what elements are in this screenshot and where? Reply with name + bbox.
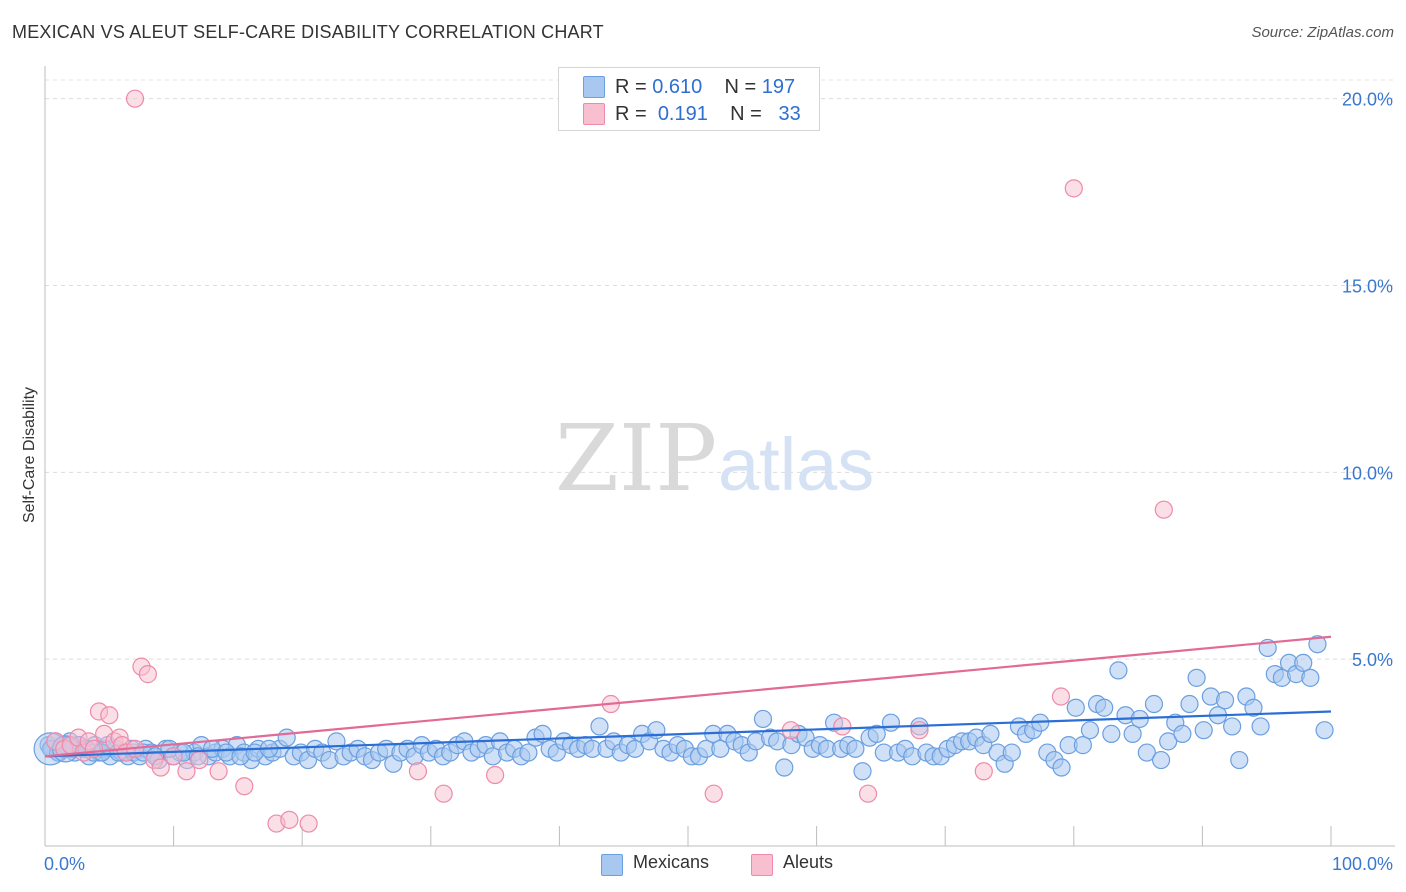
axes [44, 66, 1395, 847]
mexicans-point [1002, 743, 1021, 762]
mexicans-swatch [583, 76, 605, 98]
aleuts-point [910, 721, 929, 740]
r-label: R = [615, 75, 647, 98]
mexicans-legend-label: Mexicans [633, 852, 710, 872]
gridlines [45, 79, 1397, 660]
aleuts-point [1154, 500, 1173, 519]
aleuts-point [151, 758, 170, 777]
mexicans-point [1194, 721, 1213, 740]
mexicans-point [1294, 653, 1313, 673]
aleuts-trend-line [44, 635, 1332, 758]
y-tick-label: 20.0% [1342, 90, 1393, 110]
mexicans-point [1066, 698, 1085, 717]
aleuts-legend-label: Aleuts [783, 852, 834, 872]
n-label: N = [724, 75, 757, 98]
mexicans-point [1173, 724, 1192, 744]
mexicans-point [1187, 668, 1206, 687]
r-value: 0.191 [657, 102, 708, 125]
aleuts-point [209, 762, 228, 781]
mexicans-point [1095, 698, 1114, 717]
aleuts-point [100, 706, 119, 725]
aleuts-point [486, 765, 505, 785]
n-value: 197 [761, 75, 796, 98]
y-tick-label: 10.0% [1342, 463, 1393, 483]
y-tick-label: 15.0% [1342, 277, 1393, 297]
r-label: R = [615, 102, 647, 125]
stats-legend: R = 0.610 N = 197 R = 0.191 N = 33 [558, 67, 820, 131]
mexicans-point [1151, 750, 1171, 770]
mexicans-point [1123, 724, 1142, 744]
mexicans-point [1244, 698, 1263, 717]
mexicans-point [1052, 758, 1071, 777]
mexicans-point [1102, 724, 1121, 744]
y-tick-label: 5.0% [1352, 650, 1393, 670]
mexicans-point [775, 758, 794, 777]
aleuts-point [235, 777, 254, 796]
source-label: Source: ZipAtlas.com [1251, 24, 1394, 41]
aleuts-legend-swatch [751, 854, 773, 876]
mexicans-point [881, 713, 901, 732]
mexicans-point [1109, 661, 1128, 680]
mexicans-point [753, 709, 773, 729]
aleuts-point [164, 747, 183, 766]
aleuts-point [974, 762, 993, 781]
n-value: 33 [778, 102, 801, 125]
mexicans-point [1180, 694, 1199, 714]
watermark-atlas: atlas [718, 423, 874, 506]
aleuts-point [833, 717, 852, 736]
mexicans-point [1159, 732, 1178, 751]
mexicans-point [1215, 691, 1235, 710]
x-tick-label-max: 100.0% [1332, 854, 1393, 874]
aleuts-point [704, 784, 723, 803]
mexicans-point [1230, 750, 1249, 770]
aleuts-point [434, 784, 453, 803]
mexicans-point [981, 724, 1000, 744]
mexicans-point [867, 724, 886, 744]
mexicans-points [33, 635, 1334, 781]
trend-lines [44, 635, 1332, 758]
aleuts-swatch [583, 103, 605, 125]
mexicans-point [625, 739, 645, 758]
x-tick-label-min: 0.0% [44, 854, 85, 874]
mexicans-point [519, 743, 538, 762]
tick-labels: 5.0% 10.0% 15.0% 20.0% 0.0% 100.0% [44, 90, 1393, 874]
mexicans-point [1223, 717, 1242, 736]
mexicans-point [590, 717, 609, 736]
mexicans-point [1308, 635, 1327, 654]
mexicans-point [1301, 668, 1320, 687]
r-value: 0.610 [652, 75, 703, 98]
chart-title: MEXICAN VS ALEUT SELF-CARE DISABILITY CO… [12, 22, 604, 42]
aleuts-point [858, 784, 878, 803]
aleuts-point [138, 665, 157, 684]
aleuts-point [299, 814, 318, 833]
aleuts-point [190, 750, 209, 770]
n-label: N = [730, 102, 762, 125]
watermark-zip: ZIP [555, 405, 717, 512]
mexicans-point [1073, 736, 1092, 755]
aleuts-point [1064, 179, 1083, 198]
mexicans-trend-line [44, 710, 1332, 758]
mexicans-point [1251, 717, 1270, 736]
aleuts-point [177, 762, 196, 781]
mexicans-point [1315, 721, 1334, 740]
mexicans-point [853, 762, 872, 781]
mexicans-point [277, 728, 296, 747]
mexicans-point [1144, 694, 1164, 714]
mexicans-point [711, 739, 730, 758]
mexicans-legend-swatch [601, 854, 623, 876]
mexicans-point [1137, 743, 1156, 762]
aleuts-point [125, 89, 145, 108]
aleuts-point [408, 762, 428, 781]
aleuts-point [280, 810, 299, 829]
aleuts-point [1051, 687, 1071, 706]
mexicans-point [1080, 721, 1100, 740]
mexicans-point [846, 739, 865, 758]
